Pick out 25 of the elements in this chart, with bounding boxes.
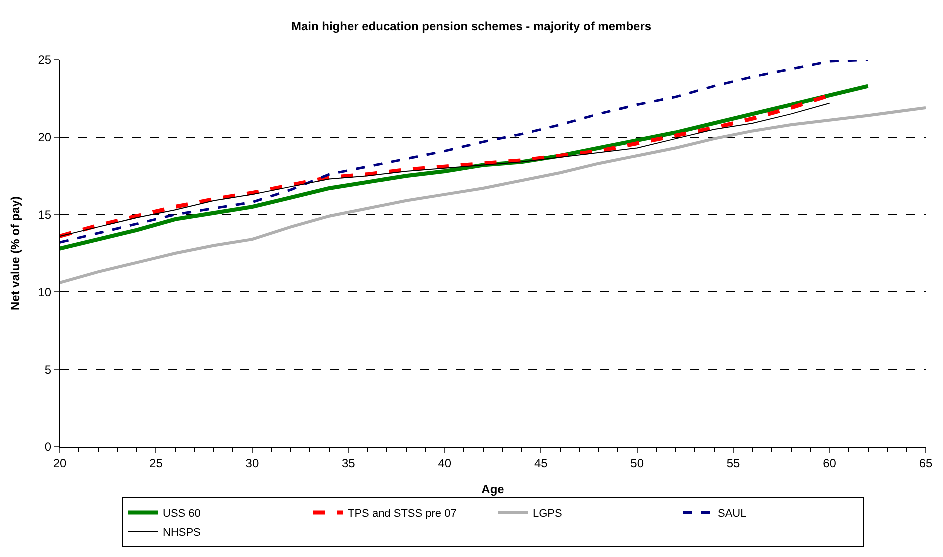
chart-title: Main higher education pension schemes - majority of members — [291, 20, 652, 34]
y-tick-label: 15 — [38, 208, 52, 222]
x-axis-title: Age — [482, 482, 505, 496]
x-tick-label: 35 — [342, 456, 356, 470]
y-axis-title: Net value (% of pay) — [8, 196, 23, 311]
y-tick-label: 20 — [38, 130, 52, 145]
y-tick-label: 5 — [44, 362, 52, 377]
x-tick-label: 60 — [823, 456, 837, 470]
line-series — [60, 60, 870, 244]
x-tick-label: 25 — [150, 456, 164, 470]
y-tick-label: 25 — [38, 53, 52, 68]
legend-label: TPS and STSS pre 07 — [348, 508, 457, 520]
x-tick-label: 55 — [726, 456, 741, 470]
legend-label: SAUL — [718, 508, 747, 520]
legend-label: NHSPS — [163, 527, 201, 540]
x-tick-label: 30 — [246, 456, 260, 470]
y-tick-label: 10 — [38, 285, 52, 300]
line-series — [60, 106, 926, 284]
y-tick-label: 0 — [44, 440, 52, 454]
x-tick-label: 50 — [630, 456, 644, 470]
x-tick-label: 65 — [919, 456, 933, 470]
x-tick-label: 45 — [534, 456, 548, 470]
x-tick-label: 40 — [438, 456, 452, 470]
legend-label: LGPS — [533, 508, 562, 520]
legend-label: USS 60 — [163, 508, 201, 520]
